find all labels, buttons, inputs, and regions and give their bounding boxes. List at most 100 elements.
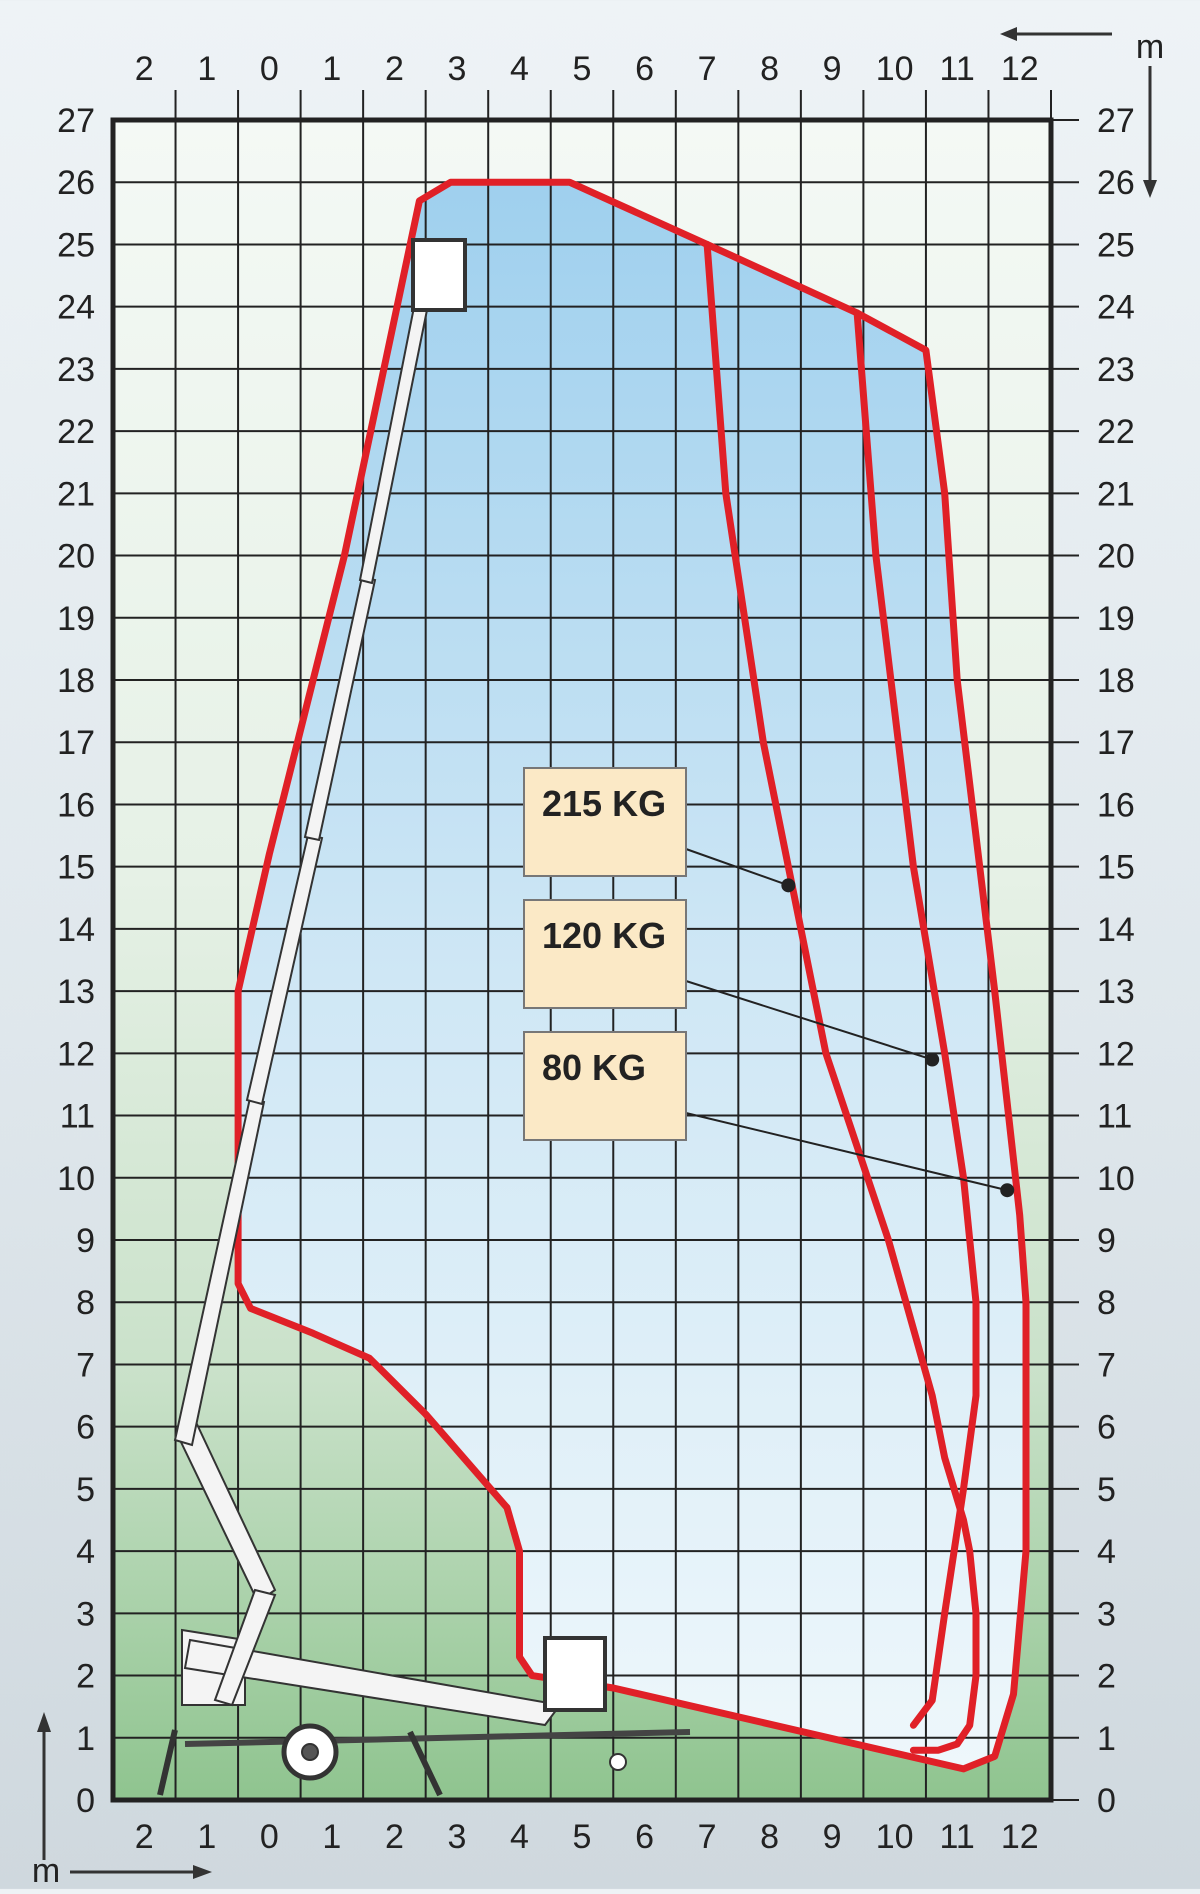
y-tick-label-left: 27 [57, 102, 95, 140]
y-axis-right: 0123456789101112131415161718192021222324… [1051, 102, 1135, 1820]
y-tick-label-left: 26 [57, 164, 95, 202]
y-tick-label-right: 12 [1097, 1035, 1135, 1073]
leader-dot [781, 878, 796, 893]
y-tick-label-left: 21 [57, 475, 95, 513]
wheel-hub-icon [301, 1743, 319, 1761]
aerial-platform-drawing [157, 238, 691, 1797]
x-tick-label-top: 11 [940, 50, 975, 88]
y-tick-label-right: 17 [1097, 724, 1135, 762]
y-tick-label-left: 5 [76, 1471, 95, 1509]
y-tick-label-left: 2 [76, 1658, 95, 1696]
x-tick-label-bottom: 6 [635, 1818, 654, 1856]
y-tick-label-left: 12 [57, 1035, 95, 1073]
basket-stowed-icon [543, 1636, 607, 1712]
x-tick-label-bottom: 12 [1001, 1818, 1039, 1856]
y-unit-bottom-left [37, 1712, 51, 1860]
y-tick-label-left: 24 [57, 289, 95, 327]
y-unit-label-top: m [1136, 28, 1164, 66]
x-tick-label-bottom: 2 [135, 1818, 154, 1856]
y-tick-label-right: 7 [1097, 1346, 1116, 1384]
x-tick-label-top: 2 [135, 50, 154, 88]
leader-dot [925, 1052, 940, 1067]
y-tick-label-left: 11 [60, 1098, 95, 1136]
boom-section-1 [173, 1096, 266, 1447]
y-tick-label-right: 14 [1097, 911, 1135, 949]
load-label-120-kg: 120 KG [523, 899, 940, 1067]
outrigger-left [157, 1729, 178, 1796]
y-tick-label-right: 23 [1097, 351, 1135, 389]
y-tick-label-left: 13 [57, 973, 95, 1011]
boom-section-3 [303, 575, 377, 842]
y-tick-label-right: 26 [1097, 164, 1135, 202]
x-direction-top [1000, 27, 1112, 41]
y-tick-label-right: 16 [1097, 786, 1135, 824]
x-tick-label-top: 12 [1001, 50, 1039, 88]
x-tick-label-bottom: 2 [385, 1818, 404, 1856]
x-tick-label-bottom: 3 [447, 1818, 466, 1856]
load-box [523, 899, 687, 1009]
load-curves [234, 178, 1030, 1773]
boom-rest [183, 1638, 562, 1727]
y-tick-label-left: 7 [76, 1346, 95, 1384]
x-tick-label-top: 10 [876, 50, 914, 88]
boom-section-2 [245, 833, 324, 1106]
y-tick-label-left: 10 [57, 1160, 95, 1198]
y-tick-label-right: 22 [1097, 413, 1135, 451]
x-tick-label-top: 1 [197, 50, 216, 88]
load-labels: 215 KG 120 KG 80 KG [523, 767, 1015, 1198]
x-tick-label-top: 8 [760, 50, 779, 88]
y-tick-label-left: 16 [57, 786, 95, 824]
x-tick-label-bottom: 5 [573, 1818, 592, 1856]
load-label-215-kg: 215 KG [523, 767, 796, 893]
y-tick-label-right: 1 [1097, 1720, 1116, 1758]
y-tick-label-left: 3 [76, 1595, 95, 1633]
lower-link [213, 1588, 277, 1707]
x-axis-top: 2 1 0 1 2 3 4 5 6 7 8 9 10 11 12 [135, 50, 1052, 120]
y-tick-label-right: 18 [1097, 662, 1135, 700]
x-tick-label-top: 5 [573, 50, 592, 88]
y-tick-label-left: 4 [76, 1533, 95, 1571]
x-tick-label-bottom: 1 [322, 1818, 341, 1856]
y-unit-top-right: m [1136, 28, 1164, 198]
y-tick-label-left: 23 [57, 351, 95, 389]
load-label-80-kg: 80 KG [523, 1031, 1015, 1198]
y-tick-label-right: 8 [1097, 1284, 1116, 1322]
y-tick-label-left: 6 [76, 1409, 95, 1447]
y-tick-label-right: 4 [1097, 1533, 1116, 1571]
x-tick-label-bottom: 7 [698, 1818, 717, 1856]
load-curve-120-kg [703, 240, 980, 1754]
x-tick-label-top: 1 [322, 50, 341, 88]
y-tick-label-left: 18 [57, 662, 95, 700]
y-tick-label-right: 13 [1097, 973, 1135, 1011]
chassis-beam [184, 1729, 691, 1747]
load-box [523, 1031, 687, 1141]
load-text: 215 KG [542, 783, 666, 824]
x-tick-label-bottom: 11 [940, 1818, 975, 1856]
x-tick-label-top: 7 [698, 50, 717, 88]
x-tick-label-bottom: 4 [510, 1818, 529, 1856]
y-tick-label-right: 5 [1097, 1471, 1116, 1509]
x-tick-label-bottom: 0 [260, 1818, 279, 1856]
y-tick-label-left: 8 [76, 1284, 95, 1322]
x-unit-bottom-left: m [32, 1852, 212, 1890]
y-tick-label-right: 15 [1097, 849, 1135, 887]
y-tick-label-right: 11 [1097, 1098, 1132, 1136]
y-tick-label-left: 19 [57, 600, 95, 638]
y-tick-label-right: 19 [1097, 600, 1135, 638]
x-tick-label-bottom: 1 [197, 1818, 216, 1856]
y-tick-label-left: 9 [76, 1222, 95, 1260]
y-tick-label-right: 10 [1097, 1160, 1135, 1198]
x-tick-label-top: 3 [447, 50, 466, 88]
y-tick-label-left: 14 [57, 911, 95, 949]
load-text: 120 KG [542, 915, 666, 956]
y-tick-label-left: 17 [57, 724, 95, 762]
y-tick-label-left: 1 [76, 1720, 95, 1758]
load-text: 80 KG [542, 1047, 646, 1088]
leader-line [685, 1112, 1008, 1192]
load-box [523, 767, 687, 877]
x-axis-bottom: 2 1 0 1 2 3 4 5 6 7 8 9 10 11 12 [135, 1818, 1039, 1856]
x-tick-label-top: 2 [385, 50, 404, 88]
y-tick-label-right: 20 [1097, 538, 1135, 576]
jockey-wheel-icon [609, 1753, 627, 1771]
